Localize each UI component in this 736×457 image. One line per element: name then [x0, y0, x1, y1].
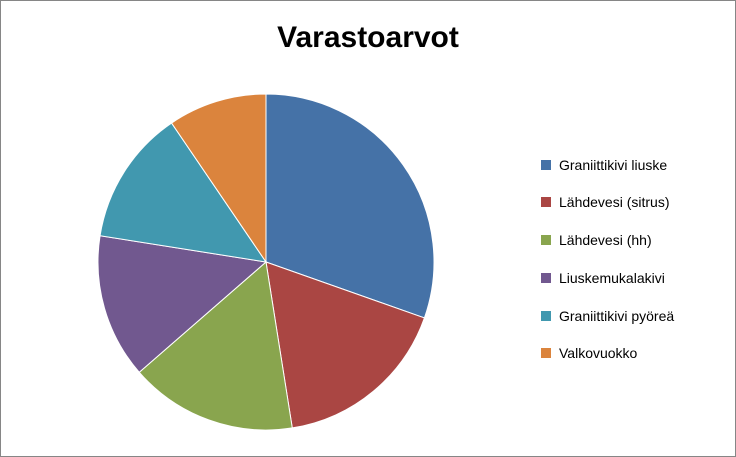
legend-swatch — [541, 272, 551, 283]
legend-item: Valkovuokko — [541, 343, 674, 364]
pie-slice — [170, 93, 267, 264]
legend-swatch — [541, 159, 551, 170]
pie-slice — [265, 261, 426, 429]
legend-label: Valkovuokko — [559, 345, 638, 362]
legend-swatch — [541, 348, 551, 359]
legend-swatch — [541, 235, 551, 246]
legend-item: Lähdevesi (hh) — [541, 230, 674, 251]
legend-item: Graniittikivi pyöreä — [541, 305, 674, 326]
legend-label: Graniittikivi pyöreä — [559, 307, 675, 324]
legend-label: Liuskemukalakivi — [559, 269, 665, 286]
pie-slice — [99, 122, 268, 263]
legend-swatch — [541, 310, 551, 321]
legend-label: Lähdevesi (hh) — [559, 232, 652, 249]
legend-label: Graniittikivi liuske — [559, 156, 668, 173]
legend-item: Graniittikivi liuske — [541, 154, 674, 175]
chart-title: Varastoarvot — [277, 21, 459, 54]
pie-slice — [97, 235, 268, 374]
legend-swatch — [541, 197, 551, 208]
legend-item: Lähdevesi (sitrus) — [541, 192, 674, 213]
pie-slice — [265, 93, 435, 319]
legend-item: Liuskemukalakivi — [541, 267, 674, 288]
pie-slice — [138, 261, 293, 431]
chart-legend: Graniittikivi liuske Lähdevesi (sitrus) Lä… — [541, 154, 674, 381]
legend-label: Lähdevesi (sitrus) — [559, 194, 670, 211]
